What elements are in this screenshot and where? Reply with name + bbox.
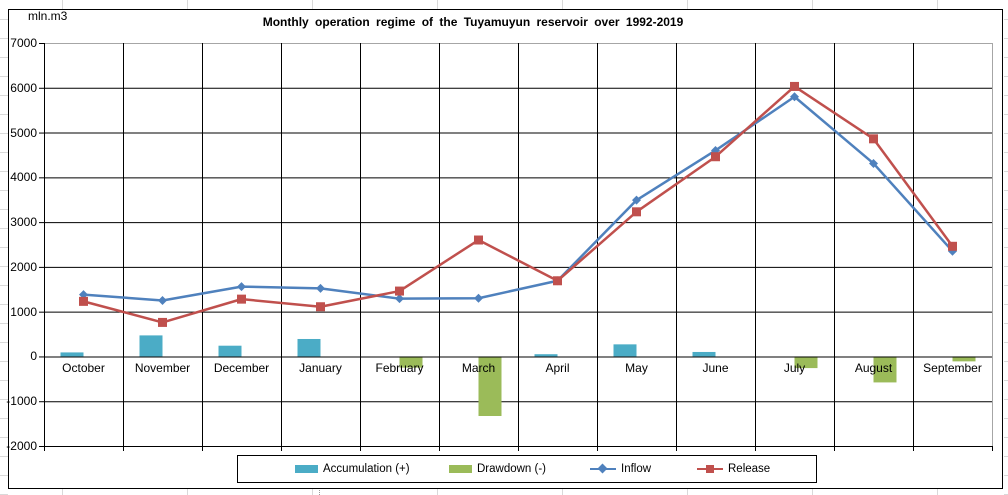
- bar-accumulation: [60, 352, 84, 357]
- x-category-label-may: May: [625, 361, 648, 375]
- y-axis-unit-label: mln.m3: [28, 9, 68, 23]
- x-category-label-january: January: [299, 361, 342, 375]
- x-category-label-april: April: [545, 361, 570, 375]
- marker-square: [474, 235, 483, 245]
- legend: Accumulation (+) Drawdown (-) Inflow Releas…: [237, 455, 817, 483]
- marker-square: [869, 134, 878, 144]
- y-tick-label: -2000: [6, 439, 37, 453]
- marker-square: [632, 207, 641, 217]
- marker-diamond: [395, 294, 404, 304]
- legend-entry-release: Release: [697, 456, 770, 482]
- line-release: [83, 85, 954, 324]
- chart-title: Monthly operation regime of the Tuyamuyu…: [262, 15, 684, 29]
- marker-diamond: [474, 293, 483, 303]
- legend-swatch-line-diamond: [590, 463, 616, 474]
- legend-entry-accumulation: Accumulation (+): [295, 456, 410, 482]
- legend-label: Inflow: [621, 463, 652, 475]
- y-tick-label: -1000: [6, 394, 37, 409]
- x-category-label-august: August: [854, 361, 893, 375]
- marker-diamond: [632, 195, 641, 205]
- marker-square: [79, 296, 88, 306]
- marker-square: [158, 317, 167, 327]
- x-category-label-november: November: [134, 361, 191, 375]
- bar-accumulation: [218, 345, 242, 357]
- marker-square: [948, 241, 957, 251]
- marker-diamond: [869, 158, 878, 168]
- marker-square: [553, 276, 562, 286]
- legend-entry-drawdown: Drawdown (-): [449, 456, 546, 482]
- legend-label: Drawdown (-): [477, 463, 547, 475]
- marker-square: [316, 302, 325, 312]
- marker-square: [237, 294, 246, 304]
- bar-accumulation: [297, 338, 321, 357]
- y-tick-label: 6000: [10, 80, 37, 95]
- marker-diamond: [790, 92, 799, 102]
- y-tick-label: 5000: [10, 125, 37, 140]
- x-category-label-july: July: [783, 361, 806, 375]
- legend-swatch-bar: [449, 465, 472, 473]
- bar-accumulation: [534, 354, 558, 357]
- bar-accumulation: [692, 351, 716, 357]
- legend-swatch-bar: [295, 465, 318, 473]
- x-category-label-february: February: [375, 361, 424, 375]
- marker-diamond: [316, 283, 325, 293]
- marker-square: [790, 81, 799, 91]
- x-category-label-december: December: [213, 361, 270, 375]
- x-category-label-september: September: [923, 361, 982, 375]
- y-tick-label: 1000: [10, 304, 37, 319]
- bar-drawdown: [952, 356, 976, 362]
- y-tick-label: 2000: [10, 259, 37, 274]
- x-category-label-june: June: [702, 361, 729, 375]
- x-category-label-october: October: [62, 361, 105, 375]
- bar-drawdown: [478, 356, 502, 416]
- legend-label: Accumulation (+): [323, 463, 410, 475]
- legend-entry-inflow: Inflow: [590, 456, 651, 482]
- line-inflow: [83, 95, 954, 302]
- bar-drawdown: [399, 356, 423, 368]
- marker-diamond: [158, 295, 167, 305]
- bar-accumulation: [613, 344, 637, 357]
- legend-swatch-line-square: [697, 464, 723, 474]
- bar-drawdown: [873, 356, 897, 383]
- bar-accumulation: [139, 335, 163, 357]
- marker-square: [395, 286, 404, 296]
- y-tick-label: 3000: [10, 215, 37, 230]
- y-tick-label: 0: [30, 349, 37, 364]
- chart-frame: [8, 9, 1003, 489]
- y-tick-label: 4000: [10, 170, 37, 185]
- x-category-label-march: March: [461, 361, 496, 375]
- marker-square: [711, 152, 720, 162]
- marker-diamond: [237, 282, 246, 292]
- bar-drawdown: [794, 356, 818, 369]
- legend-label: Release: [728, 463, 771, 475]
- y-tick-label: 7000: [10, 36, 37, 50]
